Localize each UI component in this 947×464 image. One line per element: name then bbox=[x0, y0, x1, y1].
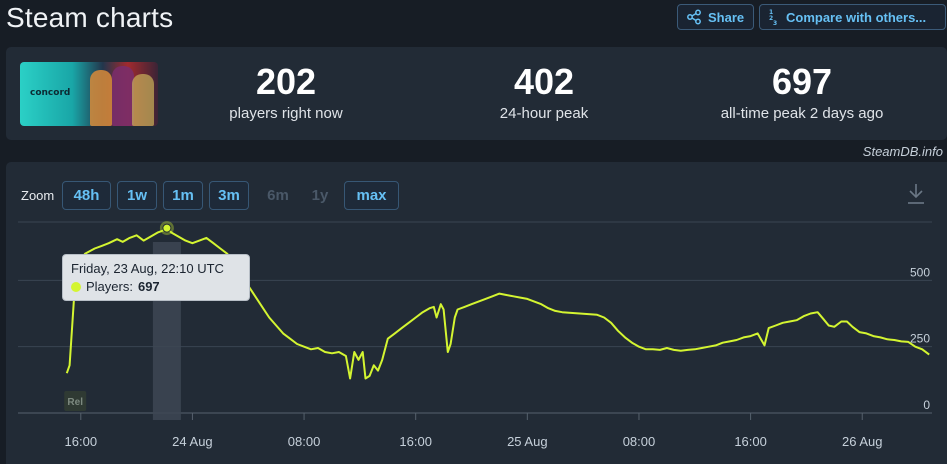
header: Steam charts Share 1 2 3 Compare with ot… bbox=[0, 0, 947, 40]
x-tick-label: 25 Aug bbox=[507, 434, 548, 449]
numbered-list-icon: 1 2 3 bbox=[769, 9, 777, 26]
stat-value: 202 bbox=[255, 61, 317, 102]
stat-value: 697 bbox=[771, 61, 833, 102]
share-button[interactable]: Share bbox=[677, 4, 754, 30]
svg-text:3: 3 bbox=[773, 20, 777, 26]
series-line bbox=[65, 227, 930, 380]
x-tick-label: 24 Aug bbox=[172, 434, 213, 449]
stat-label: players right now bbox=[229, 105, 343, 122]
x-tick-label: 16:00 bbox=[65, 434, 98, 449]
x-tick-label: 08:00 bbox=[288, 434, 321, 449]
x-tick-label: 16:00 bbox=[399, 434, 432, 449]
zoom-1w-button[interactable]: 1w bbox=[117, 181, 157, 210]
chart-panel: Zoom 48h 1w 1m 3m 6m 1y max 0 250 500 Rel 16… bbox=[6, 162, 947, 464]
y-tick-label: 250 bbox=[910, 332, 930, 346]
download-icon[interactable] bbox=[906, 183, 926, 205]
highlight-point bbox=[162, 223, 172, 233]
tooltip-date: Friday, 23 Aug, 22:10 UTC bbox=[71, 261, 224, 276]
page-title: Steam charts bbox=[6, 2, 174, 33]
zoom-6m-button: 6m bbox=[267, 187, 289, 204]
share-label: Share bbox=[708, 9, 745, 25]
stat-label: 24-hour peak bbox=[499, 105, 589, 122]
cover-character bbox=[90, 70, 112, 126]
stat-current-players: 202 players right now bbox=[166, 61, 406, 123]
cover-character bbox=[112, 66, 134, 126]
zoom-1m-button[interactable]: 1m bbox=[163, 181, 203, 210]
tooltip-series: Players: 697 bbox=[71, 278, 241, 296]
release-marker bbox=[64, 391, 87, 411]
svg-text:2: 2 bbox=[769, 15, 773, 22]
zoom-label: Zoom bbox=[21, 188, 55, 203]
y-tick-label: 0 bbox=[923, 398, 930, 412]
steamdb-credit-link[interactable]: SteamDB.info bbox=[862, 144, 943, 159]
zoom-3m-button[interactable]: 3m bbox=[209, 181, 249, 210]
stat-24h-peak: 402 24-hour peak bbox=[424, 61, 664, 123]
x-tick-label: 26 Aug bbox=[842, 434, 883, 449]
stat-label: all-time peak 2 days ago bbox=[720, 105, 884, 122]
compare-button[interactable]: 1 2 3 Compare with others... bbox=[759, 4, 946, 30]
cover-character bbox=[132, 74, 154, 126]
stats-panel: concord 202 players right now 402 24-hou… bbox=[6, 47, 947, 140]
share-icon bbox=[687, 9, 701, 25]
svg-text:1: 1 bbox=[769, 9, 773, 16]
release-marker-label: Rel bbox=[67, 397, 83, 408]
compare-label: Compare with others... bbox=[786, 9, 927, 25]
game-cover-image[interactable]: concord bbox=[20, 62, 158, 126]
stat-all-time-peak: 697 all-time peak 2 days ago bbox=[682, 61, 922, 123]
series-color-dot bbox=[71, 282, 81, 292]
y-tick-label: 500 bbox=[910, 265, 930, 279]
player-count-chart[interactable]: 0 250 500 Rel 16:00 24 Aug 08:00 16:00 25 Aug 08:… bbox=[6, 162, 947, 464]
stat-value: 402 bbox=[513, 61, 575, 102]
x-tick-label: 08:00 bbox=[623, 434, 656, 449]
x-tick-label: 16:00 bbox=[734, 434, 767, 449]
cover-logo: concord bbox=[30, 88, 71, 98]
chart-tooltip: Friday, 23 Aug, 22:10 UTC Players: 697 bbox=[62, 254, 250, 301]
tooltip-series-label: Players: bbox=[86, 279, 133, 294]
tooltip-value: 697 bbox=[137, 279, 160, 294]
zoom-max-button[interactable]: max bbox=[344, 181, 399, 210]
zoom-1y-button: 1y bbox=[311, 187, 329, 204]
zoom-48h-button[interactable]: 48h bbox=[62, 181, 111, 210]
